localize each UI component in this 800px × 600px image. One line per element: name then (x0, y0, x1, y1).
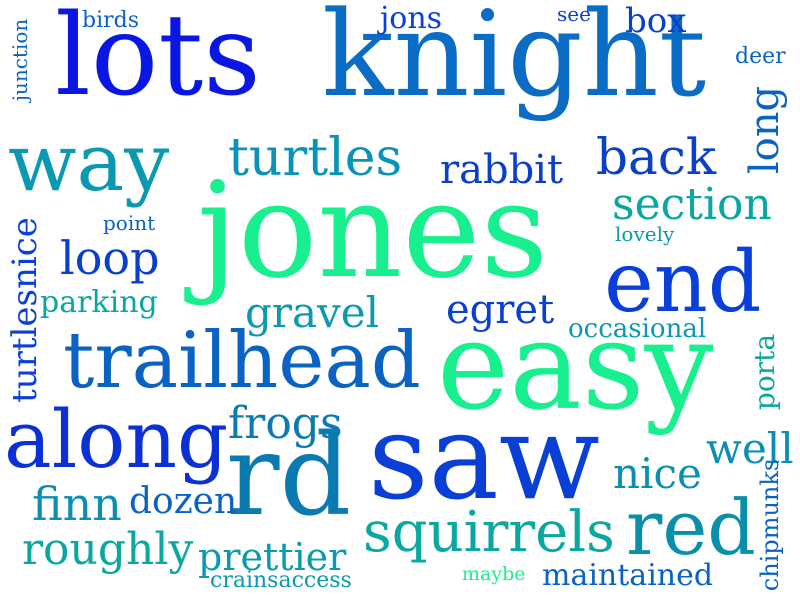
word-well: well (706, 424, 794, 473)
word-turtles: turtles (228, 128, 403, 188)
word-end: end (604, 233, 762, 331)
word-roughly: roughly (22, 524, 194, 575)
word-maintained: maintained (542, 558, 714, 593)
word-egret: egret (446, 287, 555, 333)
word-parking: parking (40, 285, 158, 320)
word-saw: saw (368, 388, 600, 526)
word-frogs: frogs (228, 398, 343, 449)
word-trailhead: trailhead (63, 316, 421, 406)
word-birds: birds (82, 8, 140, 33)
word-nice: nice (613, 449, 702, 498)
word-dozen: dozen (129, 481, 238, 522)
word-squirrels: squirrels (363, 500, 615, 565)
word-rabbit: rabbit (440, 147, 564, 193)
word-jons: jons (380, 1, 443, 36)
word-knight: knight (322, 0, 707, 123)
word-lovely: lovely (615, 222, 675, 246)
word-prettier: prettier (198, 535, 347, 579)
word-occasional: occasional (568, 314, 707, 344)
word-deer: deer (735, 44, 786, 69)
word-rd: rd (226, 411, 352, 541)
word-see: see (557, 2, 591, 26)
word-chipmunks: chipmunks (756, 458, 784, 592)
word-jones: jones (197, 154, 549, 308)
word-junction: junction (8, 18, 32, 102)
word-turtlesnice: turtlesnice (5, 217, 45, 403)
word-porta: porta (748, 333, 781, 411)
word-point: point (103, 211, 156, 235)
word-section: section (612, 179, 772, 230)
word-crainsaccess: crainsaccess (210, 568, 352, 593)
word-back: back (596, 128, 717, 186)
word-easy: easy (437, 295, 714, 437)
word-way: way (8, 116, 170, 209)
word-maybe: maybe (462, 563, 526, 585)
word-loop: loop (60, 231, 160, 285)
word-lots: lots (55, 0, 261, 121)
word-long: long (742, 85, 788, 175)
word-gravel: gravel (245, 288, 380, 337)
word-along: along (4, 393, 229, 486)
word-red: red (626, 483, 756, 572)
word-box: box (625, 1, 687, 41)
word-finn: finn (32, 477, 122, 531)
